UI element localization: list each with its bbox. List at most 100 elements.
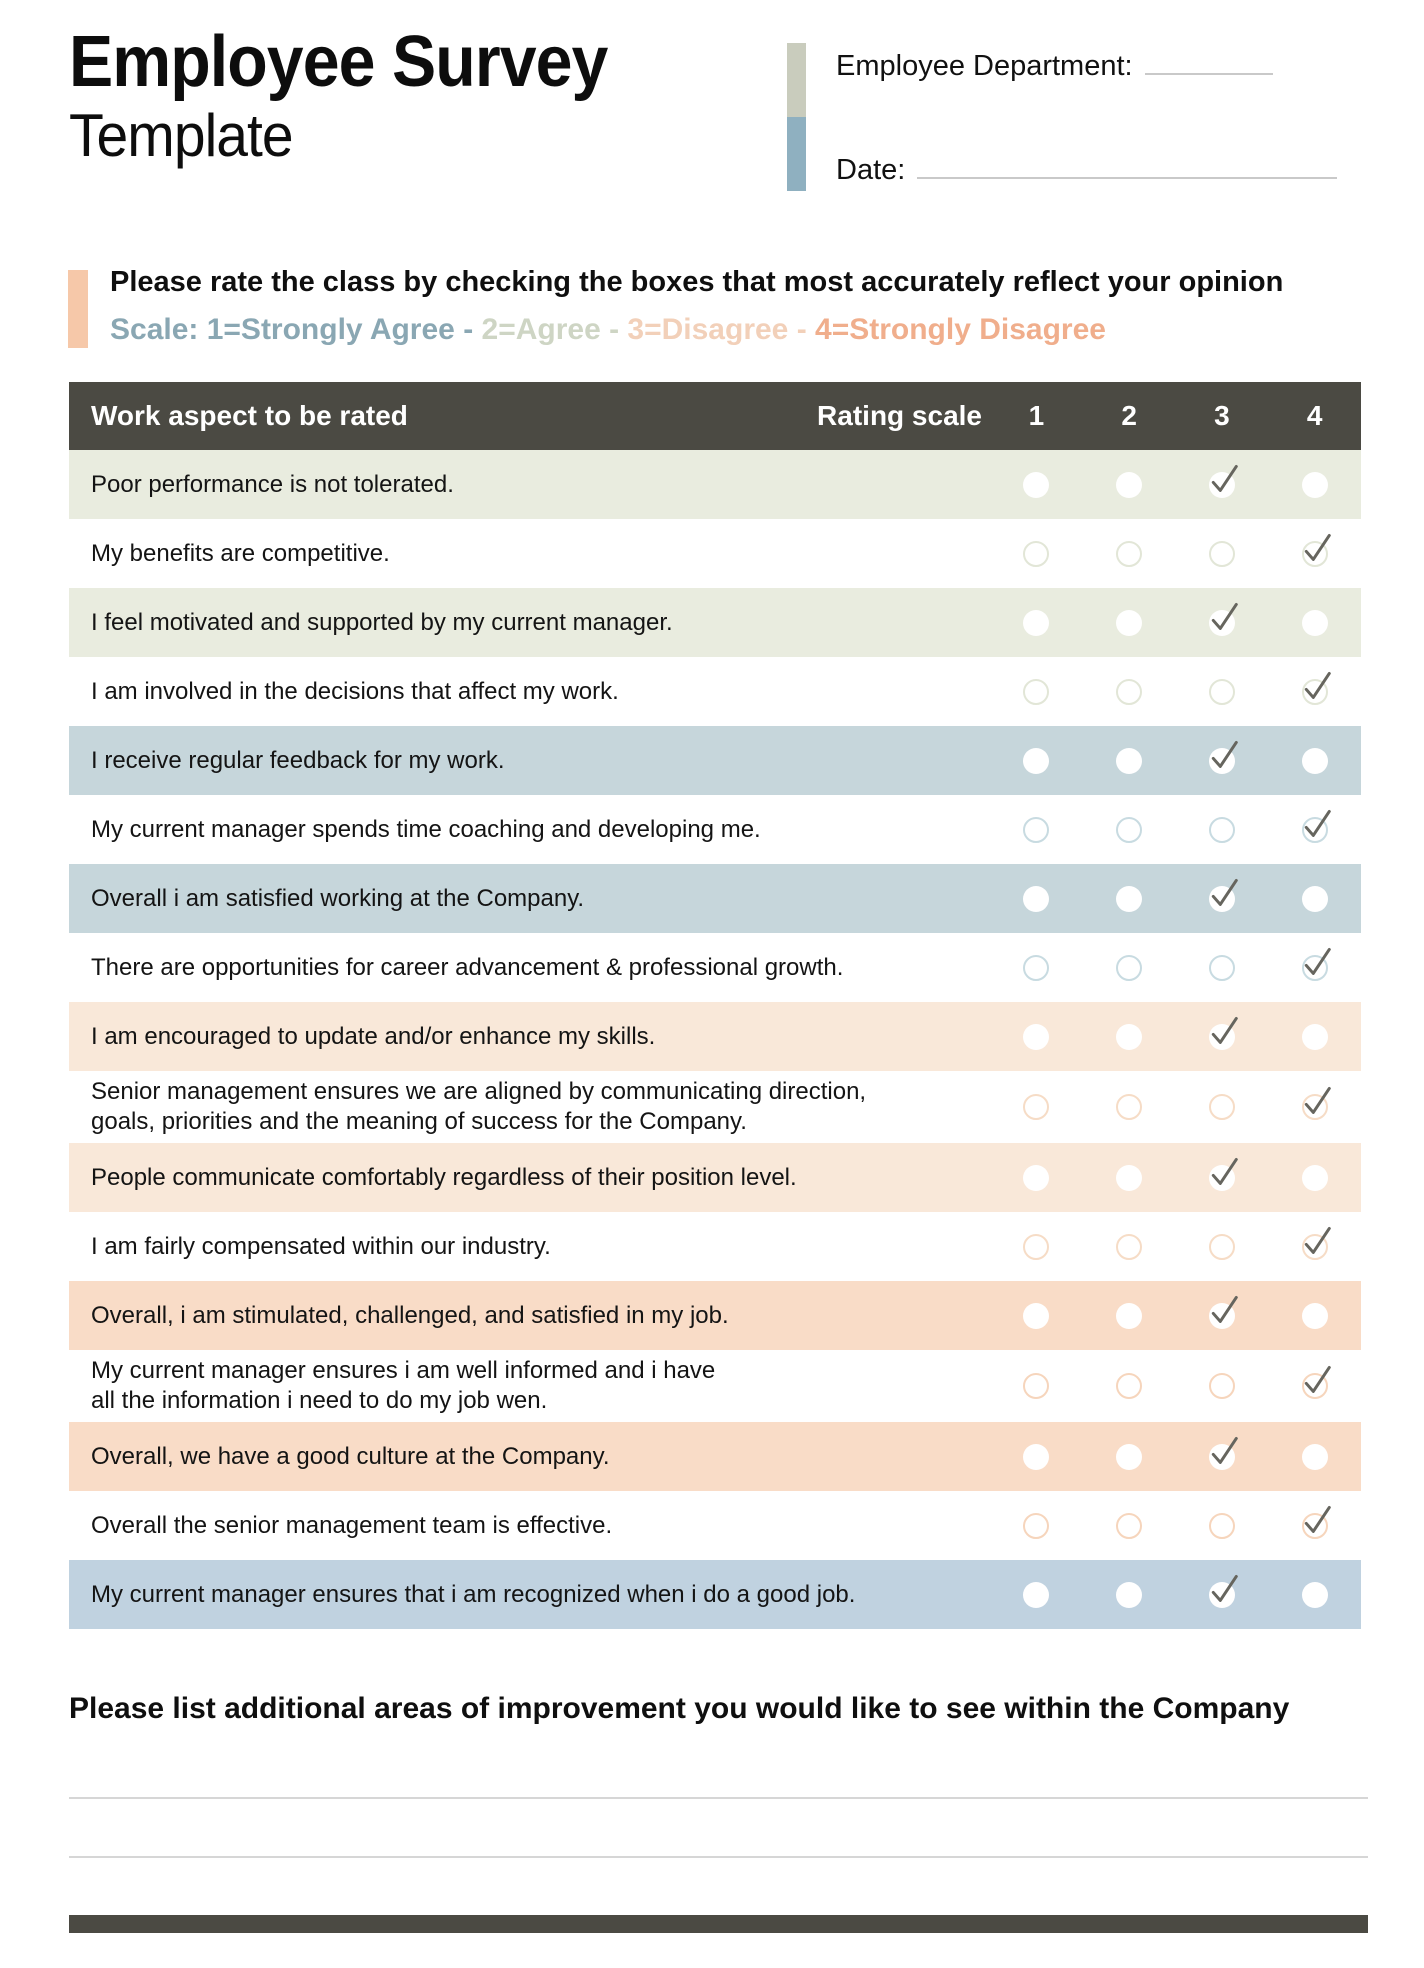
rating-circle-1[interactable] — [1023, 1302, 1050, 1329]
rating-circle-1[interactable] — [1023, 1373, 1050, 1399]
rating-cell-3 — [1176, 1143, 1269, 1212]
row-question: My current manager ensures that i am rec… — [91, 1580, 856, 1608]
rating-circle-1[interactable] — [1023, 540, 1050, 567]
rating-cell-4 — [1268, 1212, 1361, 1281]
rating-circle-3[interactable] — [1208, 678, 1235, 705]
rating-circle-4[interactable] — [1301, 471, 1328, 498]
rating-circle-4[interactable] — [1301, 1512, 1328, 1539]
rating-circle-2[interactable] — [1116, 1302, 1143, 1329]
rating-circle-4[interactable] — [1301, 1443, 1328, 1470]
table-row: Overall i am satisfied working at the Co… — [69, 864, 1361, 933]
write-line[interactable] — [69, 1858, 1368, 1917]
rating-circle-1[interactable] — [1023, 747, 1050, 774]
rating-circle-2[interactable] — [1116, 1094, 1143, 1120]
rating-circle-4[interactable] — [1301, 1023, 1328, 1050]
rating-circle-1[interactable] — [1023, 1581, 1050, 1608]
rating-circle-3[interactable] — [1208, 954, 1235, 981]
rating-circle-4[interactable] — [1301, 1094, 1328, 1120]
rating-circle-2[interactable] — [1116, 471, 1143, 498]
rating-circle-2[interactable] — [1116, 816, 1143, 843]
rating-circle-3[interactable] — [1208, 1094, 1235, 1120]
rating-circle-3[interactable] — [1208, 816, 1235, 843]
rating-circle-2[interactable] — [1116, 678, 1143, 705]
rating-circle-1[interactable] — [1023, 1512, 1050, 1539]
rating-cells — [990, 1560, 1361, 1629]
rating-circle-1[interactable] — [1023, 1164, 1050, 1191]
row-question: My current manager spends time coaching … — [91, 815, 761, 843]
rating-circle-1[interactable] — [1023, 885, 1050, 912]
rating-cell-1 — [990, 795, 1083, 864]
rating-cells — [990, 864, 1361, 933]
rating-cell-2 — [1083, 933, 1176, 1002]
rating-circle-1[interactable] — [1023, 1023, 1050, 1050]
rating-circle-3[interactable] — [1208, 609, 1235, 636]
rating-circle-3[interactable] — [1208, 1443, 1235, 1470]
additional-areas-prompt: Please list additional areas of improvem… — [69, 1692, 1290, 1725]
rating-circle-4[interactable] — [1301, 885, 1328, 912]
rating-cell-3 — [1176, 1491, 1269, 1560]
rating-cell-1 — [990, 519, 1083, 588]
rating-circle-4[interactable] — [1301, 747, 1328, 774]
rating-circle-3[interactable] — [1208, 1373, 1235, 1399]
rating-circle-2[interactable] — [1116, 885, 1143, 912]
rating-circle-1[interactable] — [1023, 678, 1050, 705]
rating-cell-1 — [990, 1422, 1083, 1491]
rating-circle-4[interactable] — [1301, 1581, 1328, 1608]
rating-circle-3[interactable] — [1208, 1164, 1235, 1191]
rating-circle-3[interactable] — [1208, 885, 1235, 912]
rating-circle-3[interactable] — [1208, 1233, 1235, 1260]
rating-circle-3[interactable] — [1208, 747, 1235, 774]
column-header-aspect: Work aspect to be rated — [91, 400, 408, 431]
rating-circle-2[interactable] — [1116, 540, 1143, 567]
scale-legend-part: 4=Strongly Disagree — [815, 313, 1106, 346]
rating-circle-2[interactable] — [1116, 609, 1143, 636]
rating-circle-4[interactable] — [1301, 540, 1328, 567]
additional-areas-section: Please list additional areas of improvem… — [69, 1692, 1368, 1917]
rating-circle-4[interactable] — [1301, 1164, 1328, 1191]
rating-circle-4[interactable] — [1301, 609, 1328, 636]
rating-circle-4[interactable] — [1301, 1233, 1328, 1260]
rating-circle-3[interactable] — [1208, 540, 1235, 567]
rating-circle-3[interactable] — [1208, 1581, 1235, 1608]
rating-cell-2 — [1083, 1143, 1176, 1212]
rating-circle-2[interactable] — [1116, 747, 1143, 774]
rating-circle-2[interactable] — [1116, 1023, 1143, 1050]
rating-circle-3[interactable] — [1208, 1302, 1235, 1329]
table-row: I feel motivated and supported by my cur… — [69, 588, 1361, 657]
write-lines-area[interactable] — [69, 1740, 1368, 1917]
rating-circle-1[interactable] — [1023, 816, 1050, 843]
rating-circle-4[interactable] — [1301, 954, 1328, 981]
rating-circle-4[interactable] — [1301, 678, 1328, 705]
rating-cell-3 — [1176, 864, 1269, 933]
rating-circle-3[interactable] — [1208, 1512, 1235, 1539]
rating-circle-4[interactable] — [1301, 816, 1328, 843]
rating-circle-3[interactable] — [1208, 471, 1235, 498]
rating-cell-4 — [1268, 864, 1361, 933]
rating-circle-4[interactable] — [1301, 1302, 1328, 1329]
rating-cells — [990, 1422, 1361, 1491]
rating-circle-2[interactable] — [1116, 1233, 1143, 1260]
rating-circle-4[interactable] — [1301, 1373, 1328, 1399]
rating-circle-1[interactable] — [1023, 609, 1050, 636]
rating-circle-1[interactable] — [1023, 954, 1050, 981]
department-input-line[interactable] — [1144, 49, 1273, 75]
rating-circle-1[interactable] — [1023, 1094, 1050, 1120]
rating-circle-1[interactable] — [1023, 471, 1050, 498]
rating-circle-2[interactable] — [1116, 1164, 1143, 1191]
rating-circle-1[interactable] — [1023, 1443, 1050, 1470]
rating-cell-4 — [1268, 657, 1361, 726]
rating-circle-2[interactable] — [1116, 1373, 1143, 1399]
rating-circle-3[interactable] — [1208, 1023, 1235, 1050]
write-line[interactable] — [69, 1799, 1368, 1858]
rating-circle-2[interactable] — [1116, 1443, 1143, 1470]
write-line[interactable] — [69, 1740, 1368, 1799]
instructions-text-block: Please rate the class by checking the bo… — [110, 266, 1283, 348]
rating-cell-1 — [990, 450, 1083, 519]
rating-circle-2[interactable] — [1116, 1581, 1143, 1608]
date-input-line[interactable] — [917, 153, 1338, 179]
rating-circle-1[interactable] — [1023, 1233, 1050, 1260]
table-row: My benefits are competitive. — [69, 519, 1361, 588]
rating-cell-3 — [1176, 1422, 1269, 1491]
rating-circle-2[interactable] — [1116, 954, 1143, 981]
rating-circle-2[interactable] — [1116, 1512, 1143, 1539]
